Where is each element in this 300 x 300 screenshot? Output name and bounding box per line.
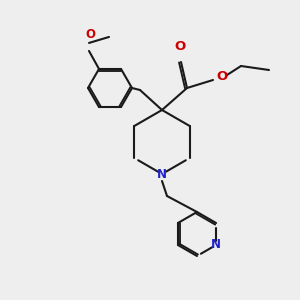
Text: O: O: [216, 70, 228, 83]
Text: O: O: [85, 28, 95, 41]
Text: O: O: [174, 40, 186, 53]
Text: N: N: [157, 167, 167, 181]
Text: N: N: [211, 238, 221, 251]
